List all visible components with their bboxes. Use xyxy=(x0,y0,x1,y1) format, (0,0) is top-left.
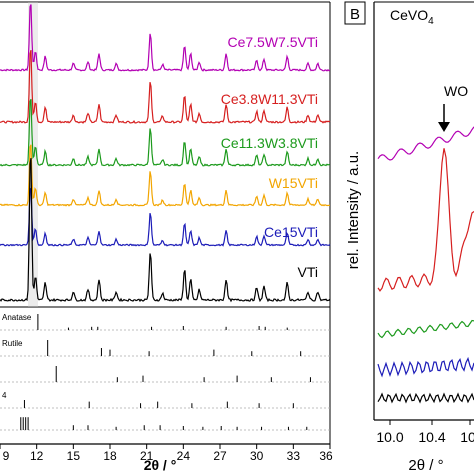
x-tick-label: 27 xyxy=(213,449,227,463)
series-line xyxy=(0,187,331,247)
series-label: Ce7.5W7.5VTi xyxy=(227,34,318,50)
panel-b-letter-box xyxy=(344,1,366,25)
x-tick-label: 30 xyxy=(250,449,264,463)
series-line xyxy=(0,99,331,167)
x-tick-label: 21 xyxy=(140,449,154,463)
panel-b-legend-label: CeVO4 xyxy=(390,7,434,27)
series-line xyxy=(377,319,474,339)
x-tick-label: 10.0 xyxy=(376,429,403,445)
x-tick-label: 12 xyxy=(30,449,44,463)
x-tick-label: 24 xyxy=(177,449,191,463)
x-tick-label: 9 xyxy=(3,449,10,463)
reference-pattern-label: Rutile xyxy=(2,339,23,348)
panel-a-series-labels: Ce7.5W7.5VTi Ce3.8W11.3VTi Ce11.3W3.8VTi W1… xyxy=(221,34,318,280)
series-label: VTi xyxy=(298,264,318,280)
panel-b-series xyxy=(377,126,474,404)
series-label: Ce11.3W3.8VTi xyxy=(221,135,318,151)
x-tick-label: 15 xyxy=(67,449,81,463)
series-label: Ce15VTi xyxy=(264,224,318,240)
panel-a-frame xyxy=(0,1,331,445)
series-line xyxy=(0,157,331,303)
x-tick-label: 10.4 xyxy=(418,429,445,445)
panel-b-x-ticks: 10.0 10.4 10. xyxy=(376,420,474,445)
panel-a-series xyxy=(0,4,331,303)
series-line xyxy=(0,49,331,124)
series-line xyxy=(377,392,474,404)
series-label: Ce3.8W11.3VTi xyxy=(221,91,318,107)
panel-b-letter: B xyxy=(350,6,360,23)
x-tick-label: 18 xyxy=(103,449,117,463)
x-tick-label: 33 xyxy=(287,449,301,463)
panel-b-arrow xyxy=(438,104,450,132)
x-tick-label: 36 xyxy=(319,449,333,463)
panel-b-y-axis-title: rel. Intensity / a.u. xyxy=(345,151,362,269)
arrow-head-icon xyxy=(438,122,450,132)
x-tick-label: 10. xyxy=(460,429,474,445)
series-line xyxy=(377,356,474,378)
panel-b-x-axis-title: 2θ / ° xyxy=(408,457,443,474)
series-line xyxy=(0,4,330,72)
panel-a-x-axis-title: 2θ / ° xyxy=(144,457,177,473)
series-line xyxy=(0,144,331,207)
panel-a-x-ticks: 9 12 15 18 21 24 27 30 33 36 xyxy=(0,444,333,463)
series-label: W15VTi xyxy=(269,175,318,191)
reference-patterns: Anatase Rutile 4 xyxy=(0,313,330,431)
series-line xyxy=(377,148,474,292)
series-line xyxy=(377,126,474,161)
panel-b-frame: B xyxy=(344,1,474,421)
reference-pattern-label: 4 xyxy=(2,391,7,400)
reference-pattern-label: Anatase xyxy=(2,313,32,322)
panel-b-wo-annotation: WO xyxy=(444,83,468,99)
